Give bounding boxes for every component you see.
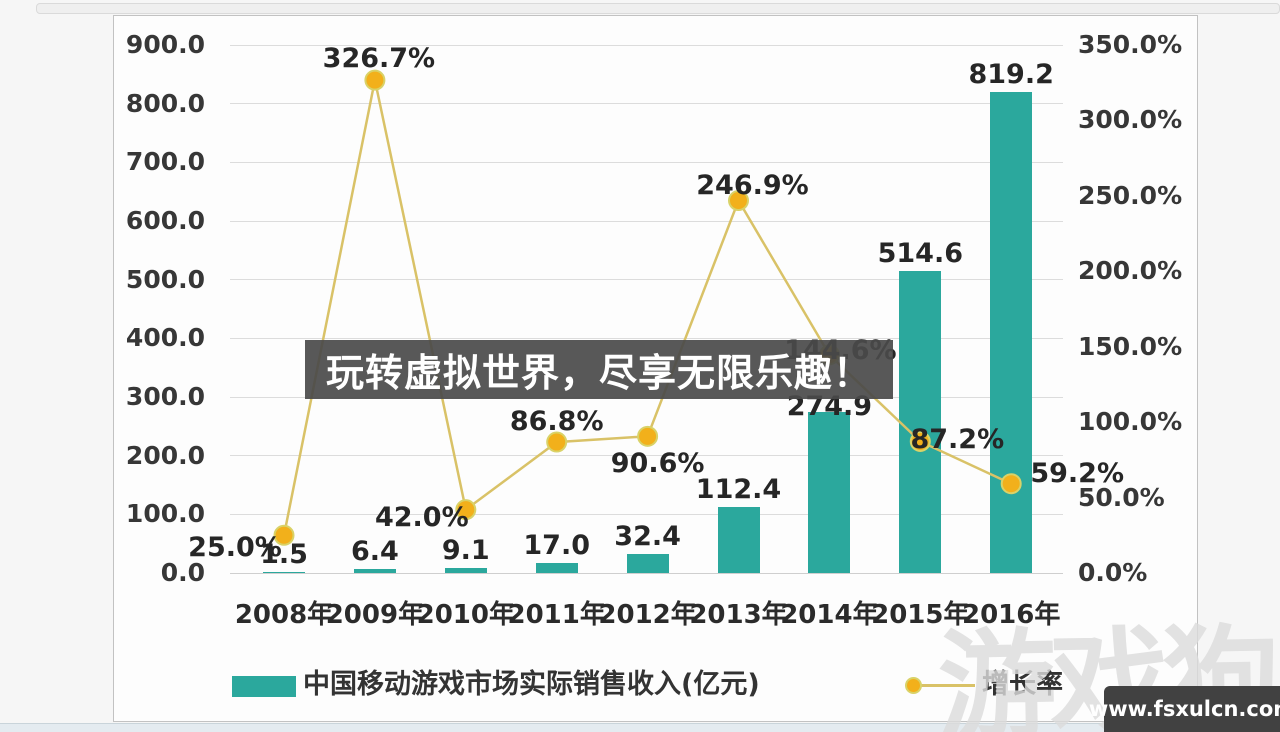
gridline xyxy=(230,220,1063,222)
left-axis-tick: 200.0 xyxy=(125,440,205,470)
growth-value-label: 42.0% xyxy=(374,501,469,533)
legend-growth-label: 增长率 xyxy=(982,669,1063,700)
right-axis-tick: 300.0% xyxy=(1078,105,1183,135)
bar-value-label: 819.2 xyxy=(968,59,1054,91)
bar-value-label: 32.4 xyxy=(614,520,681,552)
left-axis-tick: 600.0 xyxy=(125,206,205,235)
right-axis-tick: 100.0% xyxy=(1078,407,1183,437)
revenue-bar xyxy=(263,572,305,573)
left-axis-tick: 100.0 xyxy=(125,499,205,529)
right-axis-tick: 50.0% xyxy=(1078,482,1165,512)
bar-value-label: 6.4 xyxy=(350,536,399,568)
year-label: 2011年 xyxy=(507,600,606,630)
right-axis-tick: 150.0% xyxy=(1078,331,1183,361)
legend-revenue-label: 中国移动游戏市场实际销售收入(亿元) xyxy=(303,669,760,700)
revenue-bar xyxy=(990,92,1033,573)
left-axis-tick: 0.0 xyxy=(160,558,205,587)
bar-value-label: 112.4 xyxy=(695,474,782,506)
legend-growth-dot-icon xyxy=(905,677,922,694)
year-label: 2016年 xyxy=(962,600,1061,630)
revenue-bar xyxy=(808,411,851,573)
right-axis-tick: 250.0% xyxy=(1078,180,1183,210)
revenue-bar xyxy=(899,271,942,573)
left-axis-tick: 400.0 xyxy=(125,323,205,353)
year-label: 2010年 xyxy=(416,600,515,630)
year-label: 2015年 xyxy=(871,600,970,630)
year-label: 2008年 xyxy=(234,600,334,630)
bottom-edge-strip xyxy=(0,723,1280,732)
growth-value-label: 86.8% xyxy=(509,406,604,438)
gridline xyxy=(230,161,1063,163)
revenue-bar xyxy=(626,553,669,573)
promo-overlay-text: 玩转虚拟世界，尽享无限乐趣！ xyxy=(325,351,872,395)
site-url-badge: www.fsxulcn.com xyxy=(1089,686,1280,732)
growth-value-label: 59.2% xyxy=(1030,457,1125,489)
legend-revenue-swatch xyxy=(232,676,296,697)
revenue-bar xyxy=(717,507,760,573)
top-divider-bar xyxy=(36,3,1280,14)
gridline xyxy=(230,572,1063,574)
left-axis-tick: 700.0 xyxy=(125,147,205,177)
legend-growth-line-marker xyxy=(905,677,975,694)
gridline xyxy=(230,103,1063,105)
bar-value-label: 514.6 xyxy=(877,238,963,270)
growth-value-label: 25.0% xyxy=(188,532,282,564)
left-axis-tick: 300.0 xyxy=(125,382,205,411)
site-url-text: www.fsxulcn.com xyxy=(1088,697,1280,721)
promo-overlay-banner: 玩转虚拟世界，尽享无限乐趣！ xyxy=(305,340,893,399)
right-axis-tick: 200.0% xyxy=(1078,256,1183,286)
bar-value-label: 9.1 xyxy=(441,534,490,566)
gridline xyxy=(230,44,1063,46)
growth-value-label: 246.9% xyxy=(696,169,809,201)
growth-value-label: 87.2% xyxy=(910,424,1005,456)
growth-value-label: 90.6% xyxy=(610,448,705,480)
right-axis-tick: 350.0% xyxy=(1078,30,1183,59)
right-axis-tick: 0.0% xyxy=(1078,558,1148,587)
year-label: 2009年 xyxy=(325,600,425,630)
left-axis-tick: 800.0 xyxy=(125,88,205,118)
revenue-bar xyxy=(444,567,487,573)
left-axis-tick: 900.0 xyxy=(125,30,205,59)
growth-value-label: 326.7% xyxy=(322,43,436,75)
year-label: 2012年 xyxy=(598,600,697,630)
year-label: 2014年 xyxy=(780,600,879,630)
revenue-bar xyxy=(353,569,396,573)
left-axis-tick: 500.0 xyxy=(125,264,205,294)
revenue-bar xyxy=(535,563,578,573)
year-label: 2013年 xyxy=(689,600,788,630)
